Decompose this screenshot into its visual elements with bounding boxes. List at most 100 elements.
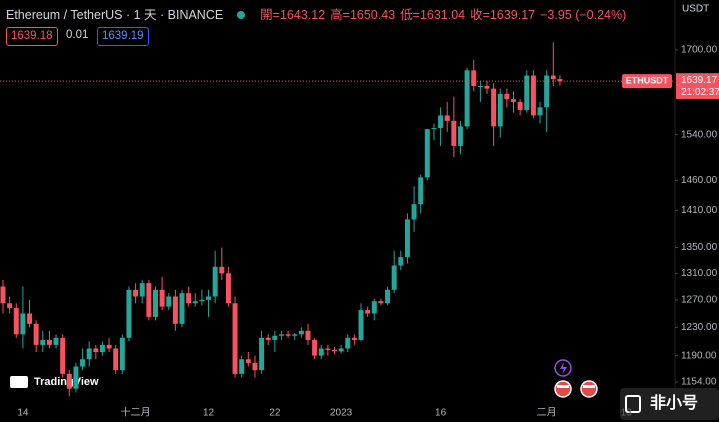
currency[interactable]: USDT [682,4,709,15]
candle-body [530,75,536,116]
x-tick-label: 12 [203,408,215,419]
candle-body [537,107,543,116]
candle-body [272,335,278,340]
candle-body [93,348,99,353]
y-tick-label: 1410.00 [681,205,718,216]
watermark-box [620,388,719,420]
x-tick-label: 2023 [330,408,353,419]
candle-body [146,283,152,317]
ohlc-item: 高=1650.43 [330,8,396,22]
candle-body [497,93,503,127]
candle-body [398,257,404,266]
x-tick-label: 22 [269,408,281,419]
candle-body [451,120,457,146]
y-tick-label: 1310.00 [681,268,718,279]
flag-icon[interactable] [580,380,598,398]
y-tick-label: 1350.00 [681,242,718,253]
candle-body [365,310,371,314]
candle-body [53,337,59,345]
ohlc-item: 開=1643.12 [260,8,326,22]
price-tag: 1639.17 [681,75,718,86]
candle-body [245,359,251,363]
candle-body [298,330,304,335]
watermark-logo [625,395,641,413]
y-tick-label: 1190.00 [681,350,717,361]
candle-body [27,313,33,324]
candle-body [477,85,483,87]
candle-body [544,75,550,108]
brand: TradingView [34,376,99,388]
candle-body [278,334,284,336]
candle-body [385,289,391,304]
candle-body [7,303,13,309]
candle-body [338,348,344,352]
watermark: 非小号 [650,393,698,412]
symbol-tag: ETHUSDT [626,76,669,86]
flag-stripe [557,385,569,388]
candle-body [73,366,79,389]
candle-body [292,334,298,336]
y-tick-label: 1270.00 [681,295,718,306]
candle-body [166,296,172,307]
sell-button[interactable]: 1639.18 [6,27,58,46]
candle-body [285,334,291,336]
candle-body [186,293,192,304]
candle-body [0,286,6,304]
x-tick-label: 十二月 [121,406,151,419]
event-icon[interactable] [554,359,572,377]
candle-body [325,348,331,350]
x-tick-label: 二月 [537,407,557,419]
candle-body [99,344,105,353]
candle-body [179,293,185,324]
candle-body [126,289,132,338]
candle-body [66,373,72,389]
event-bolt [560,362,567,375]
candle-body [239,359,245,374]
candle-body [391,265,397,290]
symbol-title: Ethereum / TetherUS · 1 天 · BINANCE [6,8,224,22]
candle-body [332,349,337,352]
candle-body [404,219,410,258]
candle-body [33,323,39,345]
header: Ethereum / TetherUS · 1 天 · BINANCE 開=16… [6,4,631,23]
candle-body [192,301,198,304]
candle-body [252,362,258,371]
candle-body [378,301,384,304]
x-tick-label: 14 [17,408,29,419]
ohlc-item: 低=1631.04 [400,8,466,22]
flag-icon[interactable] [554,380,572,398]
candle-body [20,313,26,335]
candle-body [411,204,417,220]
candle-body [113,348,119,371]
y-tick-label: 1154.00 [681,377,717,388]
candle-body [152,289,158,317]
candle-body [524,75,530,110]
candle-body [159,289,165,307]
candle-body [438,115,444,129]
brand-logo [10,376,28,388]
candle-body [318,348,324,356]
candle-body [199,299,205,302]
y-tick-label: 1540.00 [681,129,718,140]
candle-body [424,129,430,178]
candle-body [46,339,52,345]
candle-body [133,289,139,297]
candle-body [80,359,86,367]
candle-body [345,337,351,349]
candle-body [491,88,497,127]
status-dot [236,11,245,19]
ohlc-item: 收=1639.17 [470,8,536,22]
candle-body [457,126,463,146]
buy-button[interactable]: 1639.19 [97,27,149,46]
candle-body [225,273,231,304]
ohlc-legend: 開=1643.12 高=1650.43 低=1631.04 收=1639.17 −3.9… [260,8,631,22]
candle-body [60,337,66,374]
candle-body [444,115,450,121]
y-tick-label: 1460.00 [681,175,718,186]
spread: 0.01 [66,29,89,41]
ohlc-item: −3.95 (−0.24%) [540,8,627,22]
candle-body [106,344,112,349]
candle-body [431,128,437,130]
